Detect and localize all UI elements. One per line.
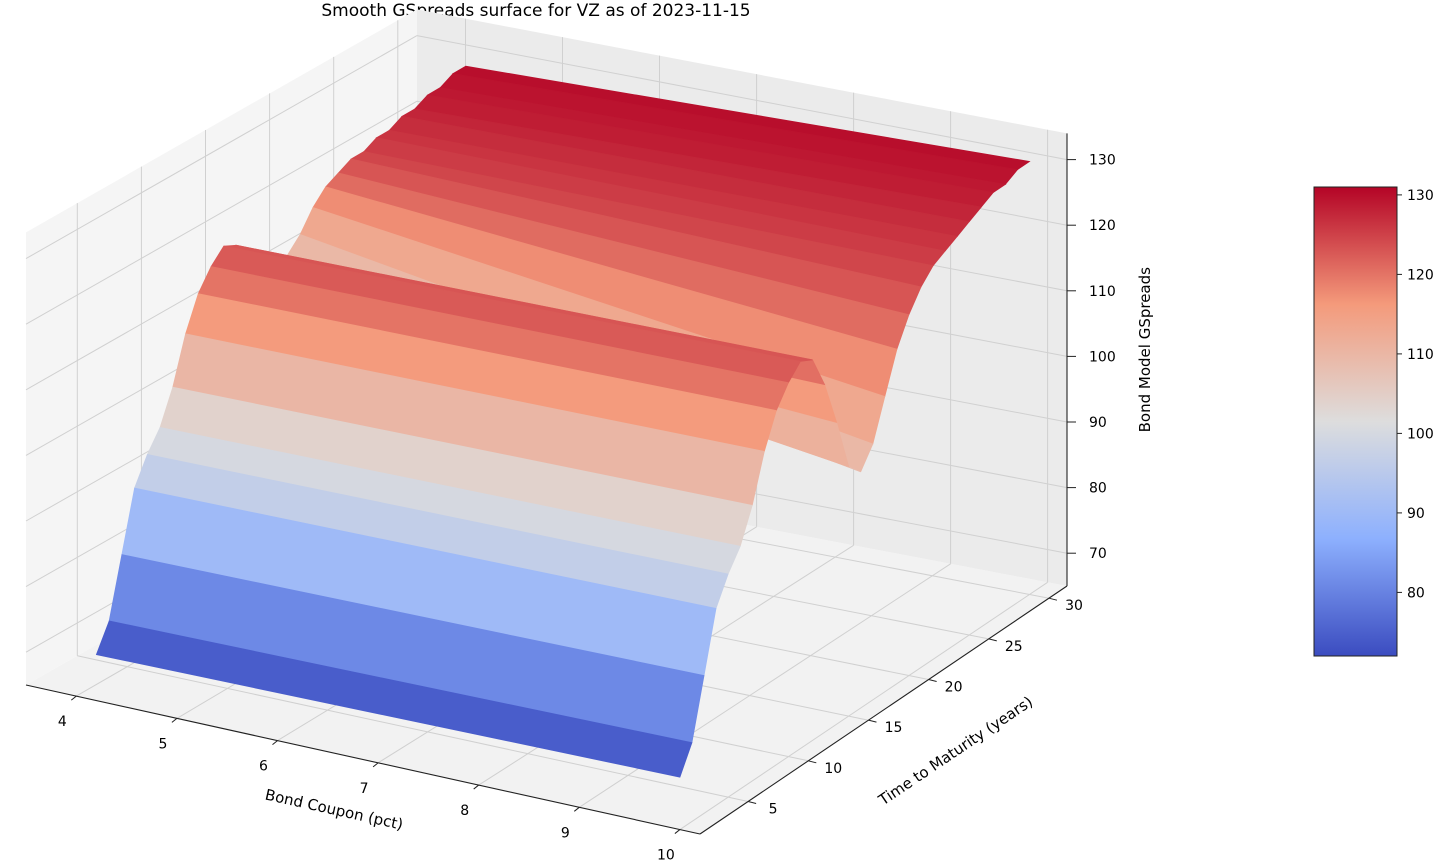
x-tick-label: 7 <box>360 781 369 797</box>
x-tick-label: 10 <box>657 848 675 861</box>
y-tick-mark <box>748 800 757 804</box>
colorbar-tick-label: 130 <box>1407 188 1434 204</box>
x-tick-mark <box>272 740 278 745</box>
surface <box>95 65 1031 778</box>
colorbar-tick-label: 120 <box>1407 267 1434 283</box>
x-tick-label: 9 <box>561 825 570 841</box>
colorbar: 80 90 100 110 120 130 <box>1313 186 1434 657</box>
z-tick-label: 130 <box>1089 153 1116 169</box>
y-tick-label: 20 <box>945 680 963 696</box>
x-tick-mark <box>473 784 479 790</box>
grid-line-z <box>25 35 418 260</box>
z-tick-label: 110 <box>1089 284 1116 300</box>
y-tick-label: 5 <box>769 802 778 818</box>
y-tick-label: 10 <box>824 761 842 777</box>
x-tick-label: 6 <box>259 759 268 775</box>
grid-line-y <box>77 655 749 802</box>
x-tick-label: 5 <box>158 736 167 752</box>
z-axis-label: Bond Model GSpreads <box>1136 267 1154 433</box>
x-tick-label: 4 <box>58 714 67 730</box>
z-tick-label: 100 <box>1089 349 1116 365</box>
x-axis-line <box>25 684 701 835</box>
y-tick-label: 15 <box>885 720 903 736</box>
z-tick-label: 120 <box>1089 218 1116 234</box>
x-tick-label: 8 <box>460 803 469 819</box>
y-axis-label: Time to Maturity (years) <box>875 693 1037 810</box>
y-tick-mark <box>868 719 877 723</box>
colorbar-tick-label: 110 <box>1407 347 1434 363</box>
y-tick-mark <box>988 638 997 642</box>
grid-line-z <box>25 100 418 325</box>
colorbar-tick-label: 90 <box>1407 506 1425 522</box>
y-tick-label: 30 <box>1065 598 1083 614</box>
y-tick-mark <box>808 760 817 764</box>
z-tick-label: 90 <box>1089 415 1107 431</box>
x-tick-mark <box>573 806 580 812</box>
y-tick-mark <box>928 679 937 682</box>
x-axis-label: Bond Coupon (pct) <box>263 786 404 834</box>
grid-line-z <box>416 35 1068 161</box>
surface-band <box>95 620 693 778</box>
colorbar-bar <box>1313 186 1398 657</box>
z-tick-label: 80 <box>1089 481 1107 497</box>
grid-line-x <box>679 581 1048 831</box>
z-tick-label: 70 <box>1089 546 1107 562</box>
colorbar-tick-label: 100 <box>1407 426 1434 442</box>
x-tick-mark <box>372 762 379 768</box>
y-axis-line <box>699 585 1068 835</box>
y-tick-mark <box>1048 597 1058 601</box>
x-tick-mark <box>674 829 681 834</box>
y-tick-label: 25 <box>1005 639 1023 655</box>
colorbar-tick-label: 80 <box>1407 585 1425 601</box>
x-tick-mark <box>171 717 178 723</box>
x-tick-mark <box>70 695 77 701</box>
